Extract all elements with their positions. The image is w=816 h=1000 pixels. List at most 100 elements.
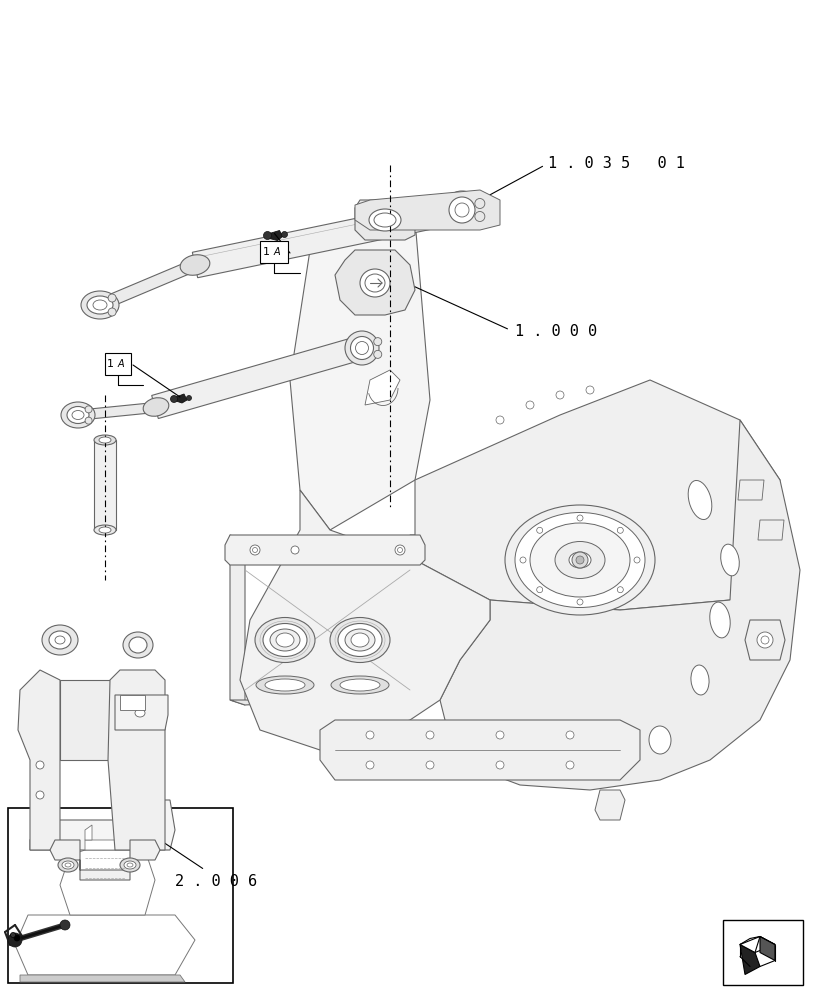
Polygon shape bbox=[152, 336, 363, 419]
Bar bbox=[723, 920, 803, 985]
Ellipse shape bbox=[455, 203, 469, 217]
Circle shape bbox=[85, 406, 92, 413]
Circle shape bbox=[526, 401, 534, 409]
Ellipse shape bbox=[374, 213, 396, 227]
Polygon shape bbox=[740, 936, 775, 952]
Polygon shape bbox=[320, 720, 640, 780]
Text: 2 . 0 0 6: 2 . 0 0 6 bbox=[175, 874, 257, 890]
Circle shape bbox=[496, 416, 504, 424]
Circle shape bbox=[291, 546, 299, 554]
Ellipse shape bbox=[356, 342, 369, 355]
Circle shape bbox=[618, 587, 623, 593]
Circle shape bbox=[537, 587, 543, 593]
Polygon shape bbox=[79, 402, 161, 420]
Polygon shape bbox=[240, 490, 490, 750]
Ellipse shape bbox=[81, 291, 119, 319]
Text: 1: 1 bbox=[263, 247, 270, 257]
Ellipse shape bbox=[263, 624, 307, 656]
Circle shape bbox=[395, 545, 405, 555]
Circle shape bbox=[85, 417, 92, 424]
Circle shape bbox=[426, 731, 434, 739]
Ellipse shape bbox=[93, 300, 107, 310]
Circle shape bbox=[566, 731, 574, 739]
Ellipse shape bbox=[49, 631, 71, 649]
Circle shape bbox=[397, 548, 402, 552]
Polygon shape bbox=[85, 840, 120, 850]
Ellipse shape bbox=[65, 863, 71, 867]
Circle shape bbox=[264, 232, 272, 239]
Ellipse shape bbox=[62, 861, 74, 869]
Circle shape bbox=[8, 933, 22, 947]
Polygon shape bbox=[230, 535, 245, 705]
Circle shape bbox=[366, 761, 374, 769]
Ellipse shape bbox=[61, 402, 95, 428]
Ellipse shape bbox=[688, 480, 712, 520]
Ellipse shape bbox=[94, 525, 116, 535]
Circle shape bbox=[537, 527, 543, 533]
Ellipse shape bbox=[143, 398, 169, 416]
Polygon shape bbox=[20, 975, 185, 982]
Polygon shape bbox=[30, 800, 175, 850]
Polygon shape bbox=[760, 936, 775, 960]
Circle shape bbox=[576, 556, 584, 564]
Circle shape bbox=[761, 636, 769, 644]
Ellipse shape bbox=[555, 542, 605, 578]
Ellipse shape bbox=[360, 269, 390, 297]
Ellipse shape bbox=[530, 523, 630, 597]
Text: 1 . 0 3 5   0 1: 1 . 0 3 5 0 1 bbox=[548, 155, 685, 170]
Circle shape bbox=[374, 350, 382, 358]
Polygon shape bbox=[120, 695, 145, 710]
Polygon shape bbox=[115, 695, 168, 730]
Ellipse shape bbox=[120, 858, 140, 872]
Polygon shape bbox=[60, 845, 155, 915]
Polygon shape bbox=[740, 936, 760, 952]
Polygon shape bbox=[290, 200, 430, 530]
Circle shape bbox=[60, 920, 70, 930]
Polygon shape bbox=[85, 825, 92, 840]
Polygon shape bbox=[595, 790, 625, 820]
Ellipse shape bbox=[55, 636, 65, 644]
Text: 1: 1 bbox=[107, 359, 114, 369]
Circle shape bbox=[475, 199, 485, 209]
Circle shape bbox=[566, 761, 574, 769]
Ellipse shape bbox=[649, 726, 671, 754]
Circle shape bbox=[36, 761, 44, 769]
Polygon shape bbox=[738, 480, 764, 500]
Circle shape bbox=[426, 761, 434, 769]
Ellipse shape bbox=[127, 863, 133, 867]
Circle shape bbox=[556, 391, 564, 399]
Ellipse shape bbox=[135, 709, 145, 717]
Polygon shape bbox=[108, 670, 165, 850]
Circle shape bbox=[520, 557, 526, 563]
Circle shape bbox=[572, 552, 588, 568]
Ellipse shape bbox=[365, 274, 385, 292]
Ellipse shape bbox=[721, 544, 739, 576]
Circle shape bbox=[757, 632, 773, 648]
Ellipse shape bbox=[331, 676, 389, 694]
Circle shape bbox=[618, 527, 623, 533]
Polygon shape bbox=[410, 535, 425, 700]
Ellipse shape bbox=[129, 637, 147, 653]
Ellipse shape bbox=[505, 505, 655, 615]
Polygon shape bbox=[440, 420, 800, 790]
Ellipse shape bbox=[345, 629, 375, 651]
Polygon shape bbox=[225, 535, 425, 565]
Circle shape bbox=[496, 731, 504, 739]
Ellipse shape bbox=[99, 527, 111, 533]
Polygon shape bbox=[94, 440, 116, 530]
Ellipse shape bbox=[124, 861, 136, 869]
Polygon shape bbox=[105, 353, 131, 375]
Ellipse shape bbox=[569, 552, 591, 568]
Circle shape bbox=[36, 791, 44, 799]
Polygon shape bbox=[758, 520, 784, 540]
Polygon shape bbox=[193, 197, 463, 278]
Ellipse shape bbox=[710, 602, 730, 638]
Ellipse shape bbox=[265, 679, 305, 691]
Polygon shape bbox=[230, 695, 425, 705]
Ellipse shape bbox=[94, 435, 116, 445]
Ellipse shape bbox=[123, 632, 153, 658]
Ellipse shape bbox=[255, 617, 315, 662]
Polygon shape bbox=[18, 670, 60, 850]
Polygon shape bbox=[365, 370, 400, 405]
Ellipse shape bbox=[340, 679, 380, 691]
